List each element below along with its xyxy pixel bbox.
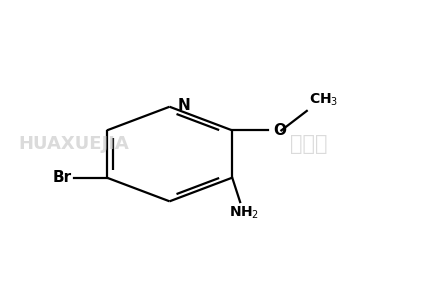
- Text: O: O: [274, 124, 286, 139]
- Text: N: N: [177, 98, 190, 113]
- Text: CH$_3$: CH$_3$: [308, 92, 338, 108]
- Text: Br: Br: [53, 170, 72, 185]
- Text: HUAXUEJIA: HUAXUEJIA: [18, 135, 129, 153]
- Text: 化学加: 化学加: [290, 134, 328, 154]
- Text: NH$_2$: NH$_2$: [228, 205, 259, 221]
